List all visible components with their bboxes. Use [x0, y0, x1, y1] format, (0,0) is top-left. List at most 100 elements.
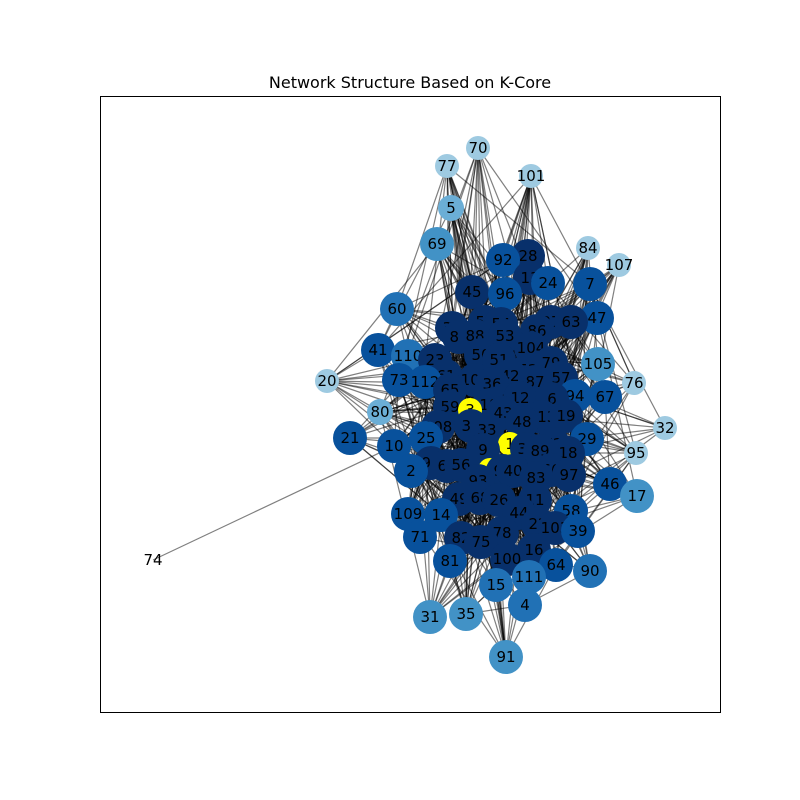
node-71: 71	[403, 520, 437, 554]
node-60: 60	[380, 292, 414, 326]
node-73: 73	[382, 363, 416, 397]
node-label: 24	[538, 274, 557, 292]
node-circle	[424, 498, 458, 532]
node-24: 24	[531, 266, 565, 300]
node-111: 111	[512, 560, 546, 594]
node-105: 105	[581, 347, 615, 381]
node-75: 75	[464, 525, 498, 559]
node-label: 15	[486, 576, 505, 594]
node-74: 74	[143, 551, 162, 569]
node-97: 97	[552, 458, 586, 492]
node-15: 15	[479, 568, 513, 602]
node-label: 83	[526, 469, 545, 487]
node-circle	[333, 421, 367, 455]
node-circle	[573, 267, 607, 301]
node-70: 70	[466, 136, 490, 160]
node-circle	[512, 560, 546, 594]
node-95: 95	[624, 441, 648, 465]
node-label: 67	[595, 388, 614, 406]
node-circle	[449, 597, 483, 631]
node-label: 111	[515, 568, 544, 586]
node-circle	[505, 405, 539, 439]
node-label: 39	[568, 522, 587, 540]
node-label: 59	[440, 398, 459, 416]
node-39: 39	[561, 514, 595, 548]
node-label: 76	[624, 374, 643, 392]
node-label: 81	[440, 552, 459, 570]
node-label: 80	[370, 403, 389, 421]
edge	[152, 445, 395, 561]
node-label: 75	[471, 533, 490, 551]
node-label: 26	[489, 491, 508, 509]
node-circle	[377, 429, 411, 463]
node-label: 74	[143, 551, 162, 569]
node-label: 45	[462, 283, 481, 301]
node-label: 35	[456, 605, 475, 623]
node-92: 92	[486, 243, 520, 277]
node-label: 9	[478, 441, 488, 459]
node-label: 16	[524, 541, 543, 559]
node-label: 53	[495, 327, 514, 345]
node-circle	[489, 640, 523, 674]
node-circle	[620, 479, 654, 513]
node-label: 92	[493, 251, 512, 269]
node-label: 100	[493, 550, 522, 568]
node-label: 41	[368, 341, 387, 359]
node-label: 97	[559, 466, 578, 484]
node-circle	[519, 164, 543, 188]
node-84: 84	[576, 236, 600, 260]
node-label: 21	[340, 429, 359, 447]
node-label: 70	[468, 139, 487, 157]
node-label: 28	[518, 247, 537, 265]
node-circle	[466, 136, 490, 160]
node-label: 71	[410, 528, 429, 546]
chart-title: Network Structure Based on K-Core	[269, 73, 551, 92]
edge	[446, 165, 591, 285]
node-label: 6	[547, 390, 557, 408]
node-label: 5	[446, 199, 456, 217]
node-21: 21	[333, 421, 367, 455]
node-label: 109	[394, 505, 423, 523]
node-label: 84	[578, 239, 597, 257]
node-label: 40	[503, 462, 522, 480]
node-label: 32	[655, 419, 674, 437]
node-circle	[315, 369, 339, 393]
node-label: 2	[406, 462, 416, 480]
node-circle	[588, 380, 622, 414]
node-76: 76	[622, 371, 646, 395]
node-circle	[573, 554, 607, 588]
node-label: 64	[546, 556, 565, 574]
node-2: 2	[394, 454, 428, 488]
edge	[530, 175, 549, 284]
node-label: 96	[495, 285, 514, 303]
node-circle	[607, 253, 631, 277]
node-circle	[653, 416, 677, 440]
node-label: 69	[427, 235, 446, 253]
node-19: 19	[549, 399, 583, 433]
node-label: 46	[600, 475, 619, 493]
node-circle	[580, 301, 614, 335]
node-label: 31	[420, 608, 439, 626]
node-101: 101	[517, 164, 546, 188]
node-64: 64	[539, 548, 573, 582]
node-label: 107	[605, 256, 634, 274]
node-label: 101	[517, 167, 546, 185]
node-circle	[380, 292, 414, 326]
node-circle	[433, 544, 467, 578]
node-label: 4	[520, 596, 530, 614]
node-label: 63	[561, 313, 580, 331]
node-circle	[464, 525, 498, 559]
edge	[450, 207, 606, 398]
node-label: 112	[411, 373, 440, 391]
node-label: 29	[577, 430, 596, 448]
node-81: 81	[433, 544, 467, 578]
node-circle	[531, 266, 565, 300]
node-label: 60	[387, 300, 406, 318]
node-circle	[593, 467, 627, 501]
node-circle	[552, 458, 586, 492]
node-46: 46	[593, 467, 627, 501]
node-80: 80	[367, 399, 393, 425]
node-47: 47	[580, 301, 614, 335]
node-circle	[382, 363, 416, 397]
